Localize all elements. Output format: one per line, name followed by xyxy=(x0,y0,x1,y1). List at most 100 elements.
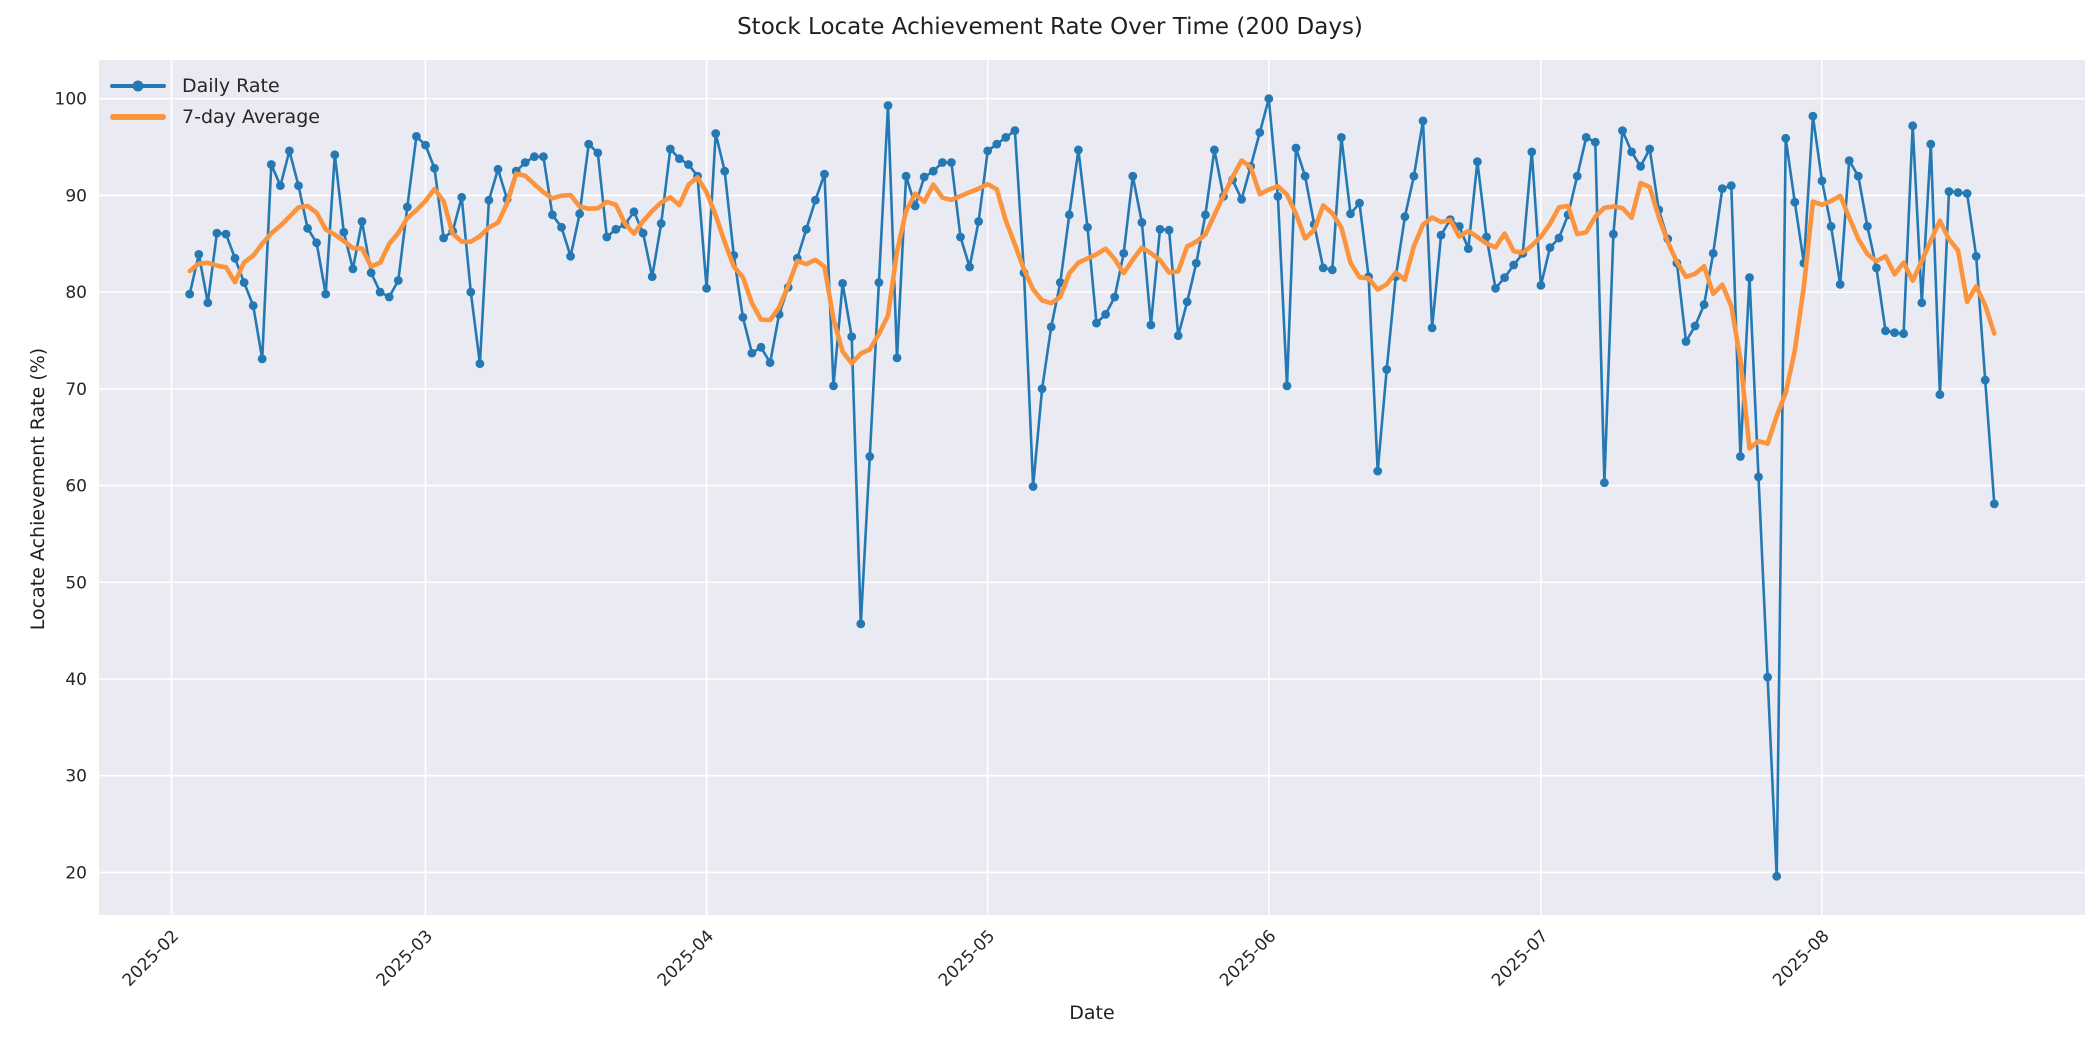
data-point-marker xyxy=(1890,328,1899,338)
data-point-marker xyxy=(575,209,584,219)
data-point-marker xyxy=(539,152,548,162)
data-point-marker xyxy=(1989,499,1999,509)
x-tick-label: 2025-02 xyxy=(119,926,183,990)
data-point-marker xyxy=(1318,263,1328,273)
legend-label-daily-rate: Daily Rate xyxy=(182,74,280,97)
data-point-marker xyxy=(1971,251,1981,261)
data-point-marker xyxy=(1717,184,1727,194)
data-point-marker xyxy=(1064,210,1074,220)
data-point-marker xyxy=(1627,147,1636,157)
data-point-marker xyxy=(1400,212,1410,222)
data-point-marker xyxy=(357,217,367,226)
data-point-marker xyxy=(194,250,204,259)
data-point-marker xyxy=(1953,188,1963,197)
data-point-marker xyxy=(1255,128,1265,137)
data-point-marker xyxy=(720,166,730,176)
data-point-marker xyxy=(1037,384,1047,394)
data-point-marker xyxy=(212,228,222,238)
data-point-marker xyxy=(1844,156,1854,166)
data-point-marker xyxy=(520,158,530,167)
data-point-marker xyxy=(402,202,412,212)
y-tick-label: 70 xyxy=(65,380,87,400)
data-point-marker xyxy=(230,253,240,263)
data-point-marker xyxy=(820,169,829,179)
data-point-marker xyxy=(330,150,340,160)
y-tick-label: 80 xyxy=(65,283,87,303)
data-point-marker xyxy=(457,192,467,202)
data-point-marker xyxy=(1853,171,1863,181)
data-point-marker xyxy=(883,101,893,110)
data-point-marker xyxy=(1327,265,1337,275)
data-point-marker xyxy=(974,217,983,226)
data-point-marker xyxy=(1872,263,1881,273)
data-point-marker xyxy=(983,146,993,156)
x-tick-label: 2025-07 xyxy=(1488,926,1552,990)
data-point-marker xyxy=(1881,326,1890,336)
data-point-marker xyxy=(493,164,503,174)
data-point-marker xyxy=(1028,482,1038,491)
data-point-marker xyxy=(947,158,956,167)
data-point-marker xyxy=(1681,337,1691,346)
data-point-marker xyxy=(339,227,349,237)
data-point-marker xyxy=(992,139,1002,149)
seven-day-average-line xyxy=(187,158,1997,451)
data-point-marker xyxy=(1908,121,1918,131)
data-point-marker xyxy=(1609,229,1618,239)
data-point-marker xyxy=(484,195,494,205)
data-point-marker xyxy=(239,278,249,287)
data-point-marker xyxy=(1092,318,1101,328)
data-point-marker xyxy=(1436,230,1446,240)
data-point-marker xyxy=(1191,258,1201,268)
data-point-marker xyxy=(1155,224,1165,234)
data-point-marker xyxy=(548,210,557,220)
data-point-marker xyxy=(928,166,938,176)
data-point-marker xyxy=(901,171,911,181)
data-point-marker xyxy=(185,289,195,299)
data-point-marker xyxy=(593,148,603,158)
data-point-marker xyxy=(1754,472,1763,482)
data-point-marker xyxy=(829,381,838,391)
data-point-marker xyxy=(276,181,285,191)
data-point-marker xyxy=(919,172,929,182)
data-point-marker xyxy=(1010,126,1020,135)
data-point-marker xyxy=(303,223,312,233)
data-point-marker xyxy=(566,251,575,261)
data-point-marker xyxy=(892,353,902,363)
data-point-marker xyxy=(1291,143,1301,153)
data-point-marker xyxy=(1300,171,1310,181)
data-point-marker xyxy=(1808,111,1818,121)
data-point-marker xyxy=(638,228,648,238)
data-point-marker xyxy=(1509,260,1519,270)
data-point-marker xyxy=(1600,478,1609,488)
data-point-marker xyxy=(1355,198,1364,208)
data-point-marker xyxy=(393,276,403,285)
data-point-marker xyxy=(1074,145,1083,155)
data-point-marker xyxy=(412,132,421,141)
data-point-marker xyxy=(1046,322,1056,332)
data-point-marker xyxy=(203,298,213,308)
legend: Daily Rate 7-day Average xyxy=(110,70,320,132)
data-point-marker xyxy=(874,278,884,287)
data-point-marker xyxy=(647,272,657,282)
data-point-marker xyxy=(1781,133,1791,143)
data-point-marker xyxy=(1962,189,1972,198)
x-tick-label: 2025-08 xyxy=(1769,926,1833,990)
data-point-marker xyxy=(910,201,920,211)
data-point-marker xyxy=(1427,323,1437,333)
data-point-marker xyxy=(266,160,276,169)
data-point-marker xyxy=(1137,218,1147,227)
data-point-marker xyxy=(1645,144,1655,154)
data-point-marker xyxy=(384,292,394,302)
data-point-marker xyxy=(747,348,757,358)
data-point-marker xyxy=(1182,297,1192,307)
data-point-marker xyxy=(529,152,539,162)
data-point-marker xyxy=(1636,162,1645,171)
data-point-marker xyxy=(1201,210,1210,220)
y-axis-label: Locate Achievement Rate (%) xyxy=(27,347,49,631)
data-point-marker xyxy=(1699,300,1709,310)
data-point-marker xyxy=(430,163,439,173)
chart-title: Stock Locate Achievement Rate Over Time … xyxy=(737,14,1363,40)
data-point-marker xyxy=(285,146,294,156)
data-point-marker xyxy=(602,232,612,242)
